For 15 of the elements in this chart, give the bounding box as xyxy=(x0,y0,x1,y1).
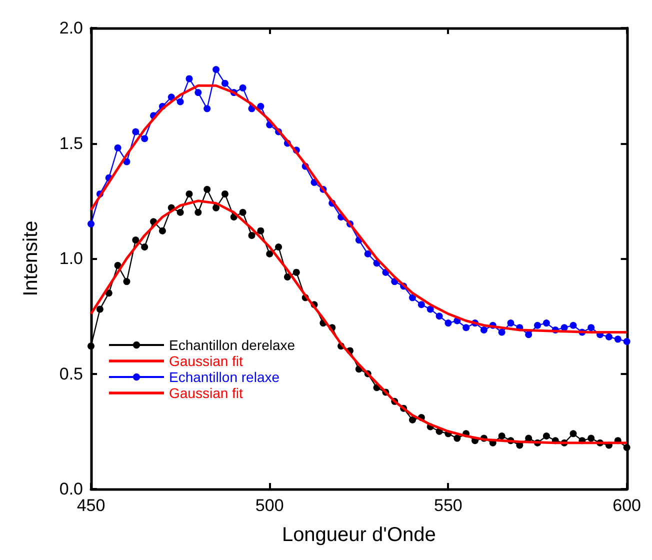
legend-label: Gaussian fit xyxy=(169,353,244,369)
y-tick-label: 2.0 xyxy=(59,18,83,38)
y-tick-label: 1.5 xyxy=(59,134,83,153)
x-tick-label: 550 xyxy=(434,496,462,515)
x-tick-label: 450 xyxy=(76,496,106,515)
x-axis-title: Longueur d'Onde xyxy=(282,524,436,546)
y-tick-label: 0.0 xyxy=(59,480,83,498)
y-tick-label: 0.5 xyxy=(59,364,83,384)
legend-label: Echantillon relaxe xyxy=(169,369,280,385)
legend-label: Gaussian fit xyxy=(169,385,244,401)
x-tick-label: 600 xyxy=(612,496,642,515)
y-axis-title: Intensite xyxy=(20,220,42,296)
x-tick-label: 500 xyxy=(255,496,284,515)
legend-label: Echantillon derelaxe xyxy=(169,337,296,353)
y-tick-label: 1.0 xyxy=(59,249,83,268)
